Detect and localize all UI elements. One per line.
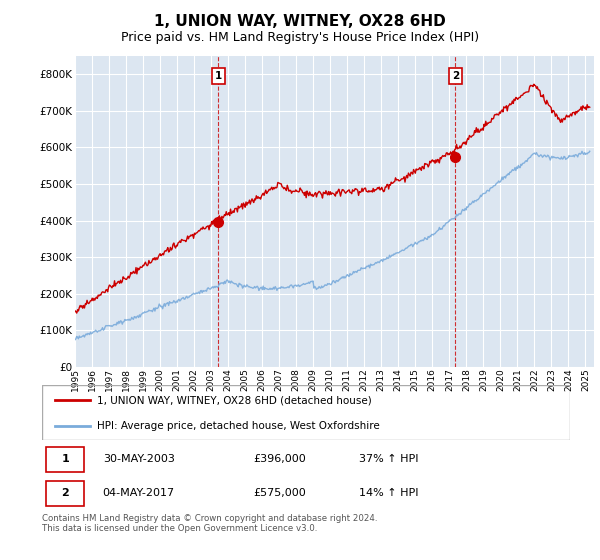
- Text: 14% ↑ HPI: 14% ↑ HPI: [359, 488, 418, 498]
- Text: 1: 1: [61, 454, 69, 464]
- Text: 2: 2: [452, 71, 459, 81]
- Text: 37% ↑ HPI: 37% ↑ HPI: [359, 454, 418, 464]
- Text: 2: 2: [61, 488, 69, 498]
- Text: HPI: Average price, detached house, West Oxfordshire: HPI: Average price, detached house, West…: [97, 421, 380, 431]
- Text: 04-MAY-2017: 04-MAY-2017: [103, 488, 175, 498]
- Text: £575,000: £575,000: [253, 488, 306, 498]
- Bar: [46, 447, 84, 472]
- Text: 30-MAY-2003: 30-MAY-2003: [103, 454, 175, 464]
- Text: 1, UNION WAY, WITNEY, OX28 6HD (detached house): 1, UNION WAY, WITNEY, OX28 6HD (detached…: [97, 395, 372, 405]
- Text: Price paid vs. HM Land Registry's House Price Index (HPI): Price paid vs. HM Land Registry's House …: [121, 31, 479, 44]
- Text: 1, UNION WAY, WITNEY, OX28 6HD: 1, UNION WAY, WITNEY, OX28 6HD: [154, 14, 446, 29]
- Text: Contains HM Land Registry data © Crown copyright and database right 2024.
This d: Contains HM Land Registry data © Crown c…: [42, 514, 377, 534]
- Bar: [46, 480, 84, 506]
- Text: £396,000: £396,000: [253, 454, 306, 464]
- Text: 1: 1: [215, 71, 222, 81]
